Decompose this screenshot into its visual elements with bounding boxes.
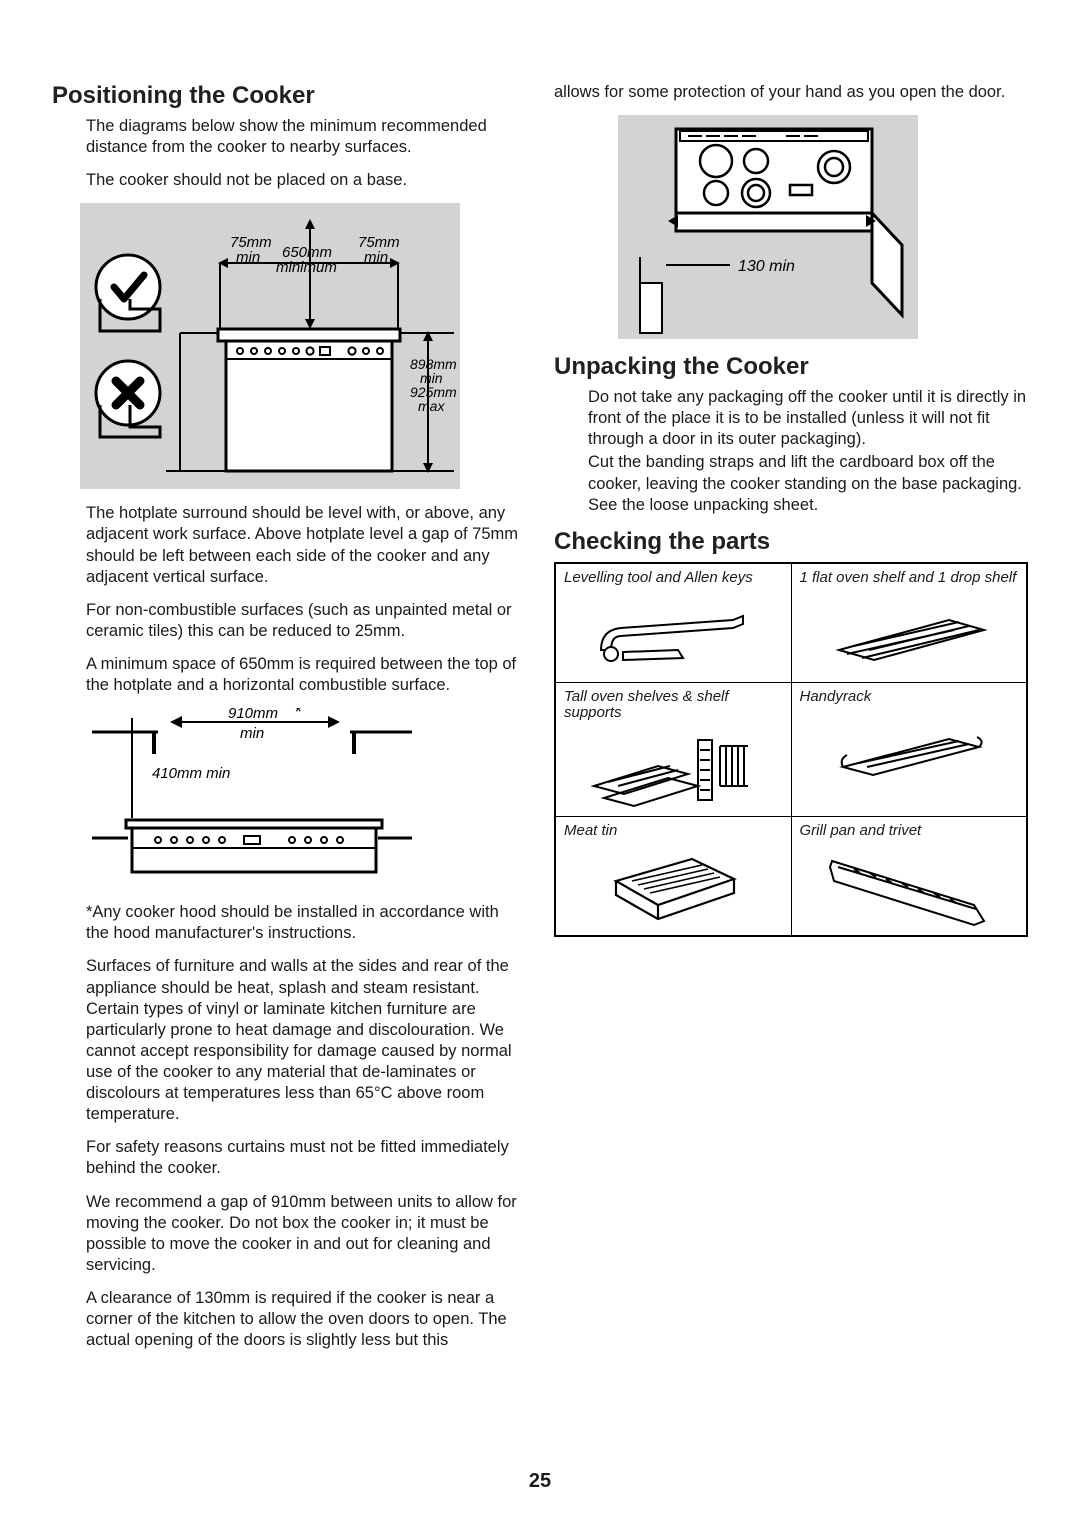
heading-checking: Checking the parts <box>554 528 1028 556</box>
page-number: 25 <box>0 1470 1080 1493</box>
unpacking-p1b: Cut the banding straps and lift the card… <box>588 452 1028 515</box>
positioning-p10: A clearance of 130mm is required if the … <box>86 1288 526 1351</box>
positioning-p9: We recommend a gap of 910mm between unit… <box>86 1192 526 1276</box>
svg-text:910mm: 910mm <box>228 708 278 722</box>
part-shelves: 1 flat oven shelf and 1 drop shelf <box>791 563 1027 683</box>
positioning-p5: A minimum space of 650mm is required bet… <box>86 654 526 696</box>
diagram-corner: 130 min <box>618 115 918 339</box>
positioning-p7: Surfaces of furniture and walls at the s… <box>86 956 526 1125</box>
positioning-p3: The hotplate surround should be level wi… <box>86 503 526 587</box>
d1-lbl-left: 75mmmin <box>230 234 272 266</box>
d1-lbl-top: 650mmminimum <box>276 244 337 276</box>
heading-positioning: Positioning the Cooker <box>52 82 526 110</box>
positioning-p6: *Any cooker hood should be installed in … <box>86 902 526 944</box>
diagram-hood: 910mm * min 410mm min <box>92 708 412 888</box>
diagram-clearances: 75mmmin 650mmminimum 75mmmin 898mmmin925… <box>80 203 460 489</box>
positioning-p1: The diagrams below show the minimum reco… <box>86 116 526 158</box>
d1-lbl-h: 898mmmin925mmmax <box>410 356 457 414</box>
svg-text:min: min <box>240 725 264 742</box>
d3-lbl: 130 min <box>738 258 795 275</box>
unpacking-p1a: Do not take any packaging off the cooker… <box>588 387 1028 450</box>
positioning-p8: For safety reasons curtains must not be … <box>86 1137 526 1179</box>
left-column: Positioning the Cooker The diagrams belo… <box>52 82 526 1351</box>
heading-unpacking: Unpacking the Cooker <box>554 353 1028 381</box>
part-handyrack: Handyrack <box>791 682 1027 816</box>
part-levelling: Levelling tool and Allen keys <box>555 563 791 683</box>
right-column: allows for some protection of your hand … <box>554 82 1028 1351</box>
parts-table: Levelling tool and Allen keys 1 flat ove… <box>554 562 1028 937</box>
part-grill-pan: Grill pan and trivet <box>791 816 1027 936</box>
svg-text:410mm min: 410mm min <box>152 765 230 782</box>
part-tall-shelves: Tall oven shelves & shelf supports <box>555 682 791 816</box>
positioning-p4: For non-combustible surfaces (such as un… <box>86 600 526 642</box>
svg-text:*: * <box>294 708 302 722</box>
positioning-cont: allows for some protection of your hand … <box>554 82 1028 103</box>
positioning-p2: The cooker should not be placed on a bas… <box>86 170 526 191</box>
part-meat-tin: Meat tin <box>555 816 791 936</box>
